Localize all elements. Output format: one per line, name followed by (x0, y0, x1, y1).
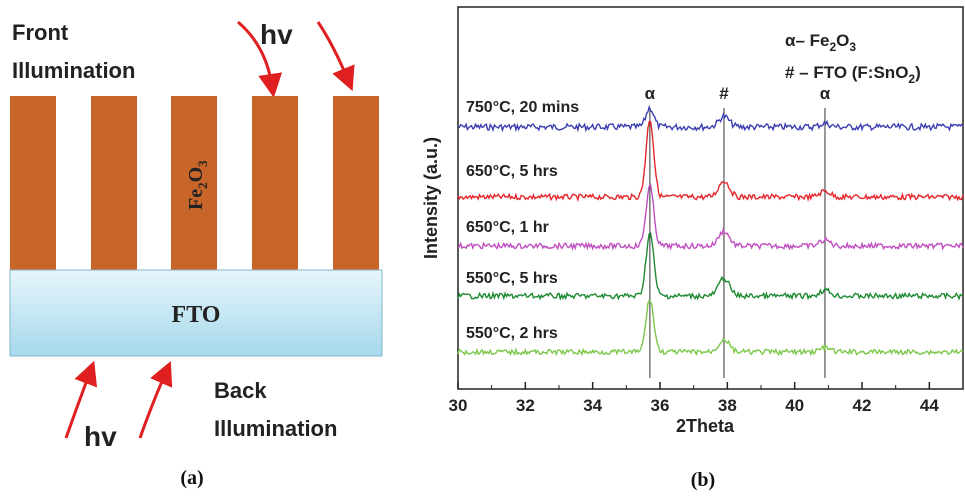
series-line (457, 120, 964, 203)
nanorod-5 (333, 96, 379, 270)
series-line (457, 104, 964, 133)
series-label: 650°C, 5 hrs (466, 163, 558, 180)
peak-marker-label: α (820, 84, 831, 103)
nanorod-1 (10, 96, 56, 270)
legend-alpha-entry: α– Fe2O3 (785, 31, 856, 54)
nanorod-4 (252, 96, 298, 270)
x-tick-label: 36 (651, 396, 670, 415)
x-axis-label: 2Theta (676, 416, 735, 436)
panel-a-schematic: Front Illumination hv Fe2O3 FTO hv Back … (0, 0, 415, 496)
fto-substrate (9, 269, 383, 357)
photon-label-bottom: hv (84, 421, 117, 452)
photon-arrow-bottom-left (64, 360, 98, 439)
caption-a: (a) (180, 467, 203, 489)
legend-fto-entry: # – FTO (F:SnO2) (785, 63, 921, 86)
series-line (457, 183, 964, 251)
x-tick-label: 32 (516, 396, 535, 415)
photon-arrow-top-right (316, 21, 355, 92)
photon-arrow-top-left (237, 20, 283, 98)
nanorod-3 (171, 96, 217, 270)
x-tick-label: 40 (785, 396, 804, 415)
photon-arrow-bottom-right (138, 361, 173, 439)
peak-reference-lines: α # α (645, 84, 831, 378)
x-tick-label: 34 (583, 396, 602, 415)
series-label: 750°C, 20 mins (466, 99, 579, 116)
series-label: 550°C, 5 hrs (466, 270, 558, 287)
xrd-chart-svg: α # α 750°C, 20 mins 650°C, 5 hrs 650°C, 1 h… (421, 6, 964, 491)
caption-b: (b) (691, 469, 715, 491)
x-axis-ticks: 30 32 34 36 38 40 42 44 (449, 382, 939, 415)
nanorod-2 (91, 96, 137, 270)
y-axis-label: Intensity (a.u.) (421, 137, 441, 259)
series-line (457, 232, 964, 301)
back-illumination-label-2: Illumination (214, 416, 337, 441)
peak-marker-label: α (645, 84, 656, 103)
front-illumination-label-1: Front (12, 20, 69, 45)
x-tick-label: 42 (853, 396, 872, 415)
series-group: 750°C, 20 mins 650°C, 5 hrs 650°C, 1 hr 550… (457, 99, 964, 357)
x-tick-label: 30 (449, 396, 468, 415)
schematic-svg: Front Illumination hv Fe2O3 FTO hv Back … (9, 19, 383, 489)
x-tick-label: 38 (718, 396, 737, 415)
x-tick-label: 44 (920, 396, 939, 415)
panel-b-xrd-chart: α # α 750°C, 20 mins 650°C, 5 hrs 650°C, 1 h… (415, 0, 965, 496)
series-label: 550°C, 2 hrs (466, 325, 558, 342)
peak-marker-label: # (719, 84, 729, 103)
series-line (457, 299, 964, 357)
back-illumination-label-1: Back (214, 378, 267, 403)
photon-label-top: hv (260, 19, 293, 50)
series-label: 650°C, 1 hr (466, 219, 549, 236)
plot-frame (457, 6, 964, 390)
fto-label: FTO (172, 302, 221, 328)
front-illumination-label-2: Illumination (12, 58, 135, 83)
nanorod-material-label: Fe2O3 (185, 160, 210, 210)
